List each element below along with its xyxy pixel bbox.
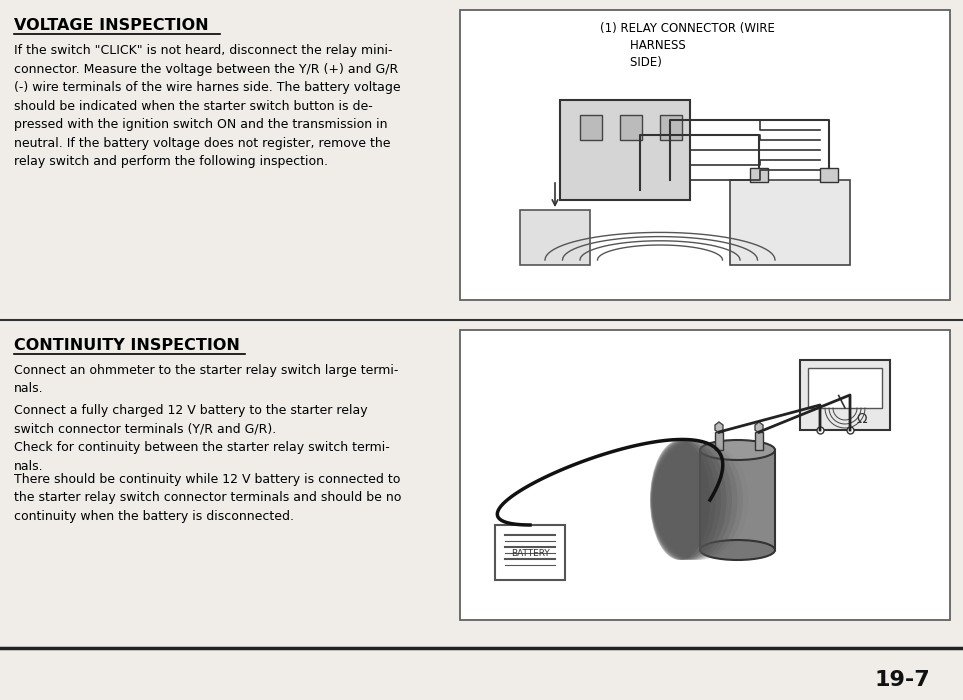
Bar (460, 10, 950, 300)
Text: (1) RELAY CONNECTOR (WIRE
        HARNESS
        SIDE): (1) RELAY CONNECTOR (WIRE HARNESS SIDE) (600, 22, 775, 69)
Text: BATTERY: BATTERY (510, 549, 549, 557)
Bar (660, 115, 682, 140)
Bar (715, 432, 723, 450)
Ellipse shape (650, 440, 710, 560)
Text: Connect an ohmmeter to the starter relay switch large termi-
nals.: Connect an ohmmeter to the starter relay… (14, 364, 399, 395)
Bar (730, 180, 850, 265)
Ellipse shape (652, 440, 726, 560)
Ellipse shape (653, 440, 743, 560)
Ellipse shape (654, 440, 748, 560)
Text: Connect a fully charged 12 V battery to the starter relay
switch connector termi: Connect a fully charged 12 V battery to … (14, 404, 390, 473)
Ellipse shape (700, 440, 775, 460)
Bar (700, 450, 775, 550)
Bar (520, 210, 590, 265)
Text: CONTINUITY INSPECTION: CONTINUITY INSPECTION (14, 338, 240, 353)
Bar (560, 100, 690, 200)
Bar (460, 330, 950, 620)
Ellipse shape (653, 440, 738, 560)
Bar (750, 168, 768, 182)
Bar (808, 368, 882, 408)
Text: Ω: Ω (857, 412, 868, 426)
Text: If the switch "CLICK" is not heard, disconnect the relay mini-
connector. Measur: If the switch "CLICK" is not heard, disc… (14, 44, 401, 168)
Bar (620, 115, 642, 140)
Ellipse shape (652, 440, 732, 560)
Ellipse shape (650, 440, 716, 560)
Polygon shape (755, 422, 763, 433)
Ellipse shape (651, 440, 721, 560)
Bar (820, 168, 838, 182)
Bar (800, 360, 890, 430)
Text: VOLTAGE INSPECTION: VOLTAGE INSPECTION (14, 18, 209, 33)
Bar (495, 525, 565, 580)
Polygon shape (715, 422, 723, 433)
Bar (580, 115, 602, 140)
Bar (755, 432, 763, 450)
Text: There should be continuity while 12 V battery is connected to
the starter relay : There should be continuity while 12 V ba… (14, 473, 402, 523)
Text: 19-7: 19-7 (874, 670, 930, 690)
Ellipse shape (700, 540, 775, 560)
